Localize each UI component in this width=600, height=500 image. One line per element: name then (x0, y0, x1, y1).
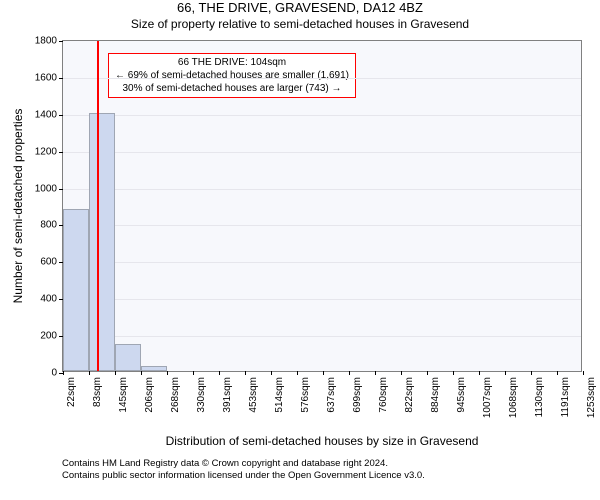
gridline (63, 189, 581, 190)
xtick-mark (323, 371, 324, 375)
xtick-label: 945sqm (456, 377, 467, 413)
xtick-label: 699sqm (352, 377, 363, 413)
xtick-label: 1191sqm (560, 377, 571, 417)
xtick-label: 1253sqm (586, 377, 597, 418)
xtick-label: 22sqm (66, 377, 77, 407)
footer-line2: Contains public sector information licen… (62, 470, 425, 482)
xtick-mark (219, 371, 220, 375)
xtick-mark (349, 371, 350, 375)
gridline (63, 225, 581, 226)
histogram-bar (141, 366, 167, 371)
ytick-label: 800 (40, 220, 57, 231)
xtick-mark (297, 371, 298, 375)
xtick-mark (583, 371, 584, 375)
gridline (63, 115, 581, 116)
xtick-mark (505, 371, 506, 375)
xtick-label: 453sqm (248, 377, 259, 413)
ytick-label: 200 (40, 331, 57, 342)
annotation-line1: 66 THE DRIVE: 104sqm (115, 56, 349, 69)
ytick-mark (59, 189, 63, 190)
xtick-mark (453, 371, 454, 375)
annotation-box: 66 THE DRIVE: 104sqm ← 69% of semi-detac… (108, 53, 356, 98)
footer-attribution: Contains HM Land Registry data © Crown c… (62, 458, 425, 483)
ytick-mark (59, 115, 63, 116)
xtick-label: 330sqm (196, 377, 207, 413)
ytick-label: 1000 (35, 183, 57, 194)
gridline (63, 152, 581, 153)
xtick-mark (401, 371, 402, 375)
xtick-mark (245, 371, 246, 375)
ytick-label: 1600 (35, 72, 57, 83)
xtick-mark (63, 371, 64, 375)
annotation-line3: 30% of semi-detached houses are larger (… (115, 82, 349, 95)
ytick-label: 1200 (35, 146, 57, 157)
xtick-label: 145sqm (118, 377, 129, 413)
xtick-mark (141, 371, 142, 375)
gridline (63, 336, 581, 337)
ytick-label: 1400 (35, 109, 57, 120)
ytick-label: 600 (40, 257, 57, 268)
histogram-bar (89, 113, 115, 371)
xtick-label: 1007sqm (482, 377, 493, 418)
histogram-bar (115, 344, 141, 371)
xtick-mark (557, 371, 558, 375)
xtick-label: 83sqm (92, 377, 103, 407)
ytick-label: 400 (40, 294, 57, 305)
xtick-label: 760sqm (378, 377, 389, 413)
marker-line (97, 41, 99, 371)
xtick-label: 822sqm (404, 377, 415, 413)
ytick-mark (59, 152, 63, 153)
ytick-mark (59, 41, 63, 42)
ytick-mark (59, 78, 63, 79)
chart-title: 66, THE DRIVE, GRAVESEND, DA12 4BZ (0, 0, 600, 15)
xtick-mark (375, 371, 376, 375)
xtick-label: 576sqm (300, 377, 311, 413)
ytick-label: 0 (51, 368, 57, 379)
chart-container: 66, THE DRIVE, GRAVESEND, DA12 4BZ Size … (0, 0, 600, 500)
xtick-label: 206sqm (144, 377, 155, 413)
xtick-label: 514sqm (274, 377, 285, 413)
xtick-mark (193, 371, 194, 375)
annotation-line2: ← 69% of semi-detached houses are smalle… (115, 69, 349, 82)
ytick-label: 1800 (35, 36, 57, 47)
xtick-label: 268sqm (170, 377, 181, 413)
x-axis-label: Distribution of semi-detached houses by … (166, 434, 479, 448)
xtick-mark (427, 371, 428, 375)
xtick-label: 884sqm (430, 377, 441, 413)
xtick-mark (531, 371, 532, 375)
xtick-mark (479, 371, 480, 375)
chart-subtitle: Size of property relative to semi-detach… (0, 17, 600, 31)
xtick-mark (115, 371, 116, 375)
y-axis-label: Number of semi-detached properties (11, 109, 25, 304)
xtick-mark (167, 371, 168, 375)
gridline (63, 78, 581, 79)
xtick-mark (271, 371, 272, 375)
footer-line1: Contains HM Land Registry data © Crown c… (62, 458, 425, 470)
xtick-mark (89, 371, 90, 375)
plot-area: 66 THE DRIVE: 104sqm ← 69% of semi-detac… (62, 40, 582, 372)
xtick-label: 1130sqm (534, 377, 545, 417)
histogram-bar (63, 209, 89, 371)
xtick-label: 1068sqm (508, 377, 519, 418)
xtick-label: 391sqm (222, 377, 233, 413)
gridline (63, 262, 581, 263)
xtick-label: 637sqm (326, 377, 337, 413)
gridline (63, 299, 581, 300)
